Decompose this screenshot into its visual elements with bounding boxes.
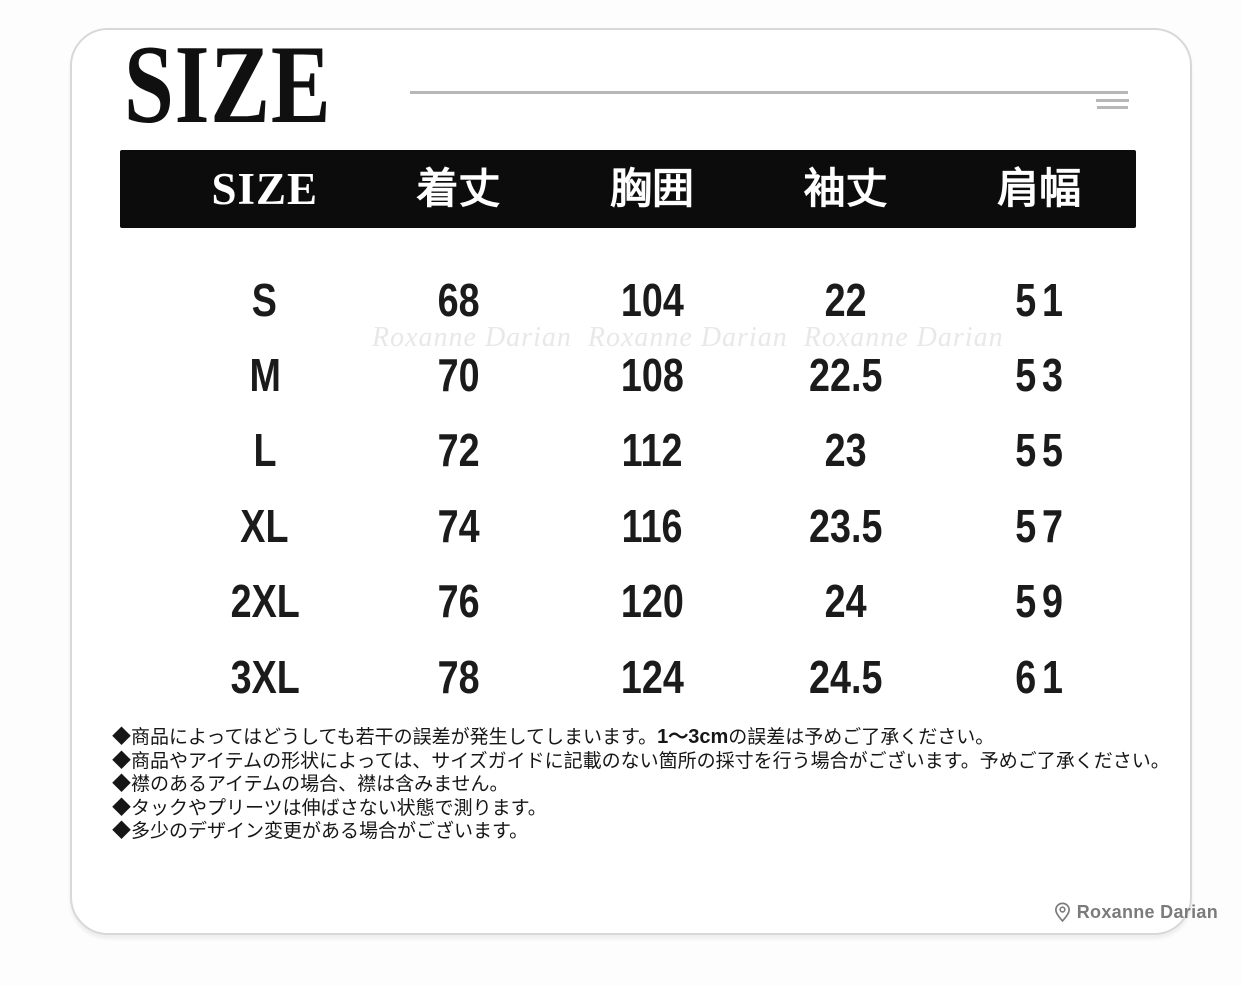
cell-shoulder: 57	[1015, 499, 1069, 552]
cell-sleeve: 22	[824, 273, 867, 326]
header-cell-sleeve: 袖丈	[803, 165, 888, 212]
header-cell-shoulder: 肩幅	[997, 165, 1082, 212]
note-line: ◆商品やアイテムの形状によっては、サイズガイドに記載のない箇所の採寸を行う場合が…	[112, 750, 1170, 772]
table-row: S 68 104 22 51	[120, 262, 1136, 337]
notes-section: ◆商品によってはどうしても若干の誤差が発生してしまいます。1～3cmの誤差は予め…	[112, 726, 1170, 844]
page-title: SIZE	[124, 23, 332, 147]
cell-length: 78	[437, 650, 480, 703]
cell-sleeve: 24.5	[808, 650, 883, 703]
cell-shoulder: 55	[1015, 424, 1069, 477]
cell-length: 76	[437, 575, 480, 628]
cell-length: 70	[437, 349, 480, 402]
watermark: Roxanne Darian Roxanne Darian Roxanne Da…	[372, 322, 1004, 353]
row-label: M	[249, 349, 281, 402]
location-pin-icon	[1054, 902, 1070, 923]
cell-shoulder: 59	[1015, 575, 1069, 628]
note-line: ◆多少のデザイン変更がある場合がございます。	[112, 821, 529, 843]
cell-chest: 108	[620, 349, 684, 402]
cell-chest: 104	[620, 273, 684, 326]
cell-sleeve: 24	[824, 575, 867, 628]
size-table: SIZE 着丈 胸囲 袖丈 肩幅 S 68 104 22 51 M 70 108…	[120, 150, 1136, 714]
cell-sleeve: 23.5	[808, 499, 883, 552]
table-body: S 68 104 22 51 M 70 108 22.5 53 L 72 112…	[120, 262, 1136, 714]
cell-length: 74	[437, 499, 480, 552]
note-line: ◆商品によってはどうしても若干の誤差が発生してしまいます。1～3cmの誤差は予め…	[112, 726, 995, 748]
cell-sleeve: 22.5	[808, 349, 883, 402]
brand-badge: Roxanne Darian	[1054, 902, 1218, 923]
table-row: 2XL 76 120 24 59	[120, 564, 1136, 639]
row-label: L	[253, 424, 277, 477]
decor-line	[410, 91, 1128, 94]
cell-chest: 116	[621, 499, 683, 552]
table-row: M 70 108 22.5 53	[120, 337, 1136, 412]
table-row: XL 74 116 23.5 57	[120, 488, 1136, 563]
header-cell-length: 着丈	[416, 165, 501, 212]
header-cell-size: SIZE	[211, 163, 319, 214]
cell-length: 72	[437, 424, 480, 477]
cell-chest: 112	[621, 424, 683, 477]
cell-chest: 120	[620, 575, 684, 628]
cell-length: 68	[437, 273, 480, 326]
cell-shoulder: 51	[1015, 273, 1069, 326]
header-cell-chest: 胸囲	[609, 165, 694, 212]
cell-sleeve: 23	[824, 424, 867, 477]
table-row: L 72 112 23 55	[120, 413, 1136, 488]
decor-line-short-2	[1097, 106, 1128, 109]
row-label: XL	[240, 499, 289, 552]
note-line: ◆襟のあるアイテムの場合、襟は含みません。	[112, 774, 509, 796]
cell-shoulder: 61	[1015, 650, 1069, 703]
row-label: S	[252, 273, 278, 326]
table-header: SIZE 着丈 胸囲 袖丈 肩幅	[120, 150, 1136, 228]
table-row: 3XL 78 124 24.5 61	[120, 639, 1136, 714]
row-label: 3XL	[230, 650, 300, 703]
cell-shoulder: 53	[1015, 349, 1069, 402]
cell-chest: 124	[620, 650, 684, 703]
brand-name: Roxanne Darian	[1076, 902, 1218, 922]
note-line: ◆タックやプリーツは伸ばさない状態で測ります。	[112, 797, 547, 819]
decor-line-short-1	[1096, 99, 1129, 102]
row-label: 2XL	[230, 575, 300, 628]
